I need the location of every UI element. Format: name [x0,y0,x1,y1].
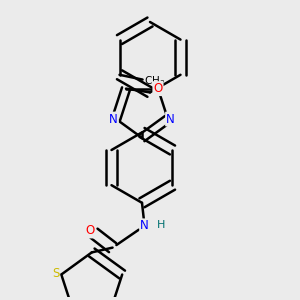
Text: H: H [157,220,165,230]
Text: N: N [109,112,118,125]
Text: O: O [153,82,163,95]
Text: CH$_3$: CH$_3$ [144,74,165,88]
Text: O: O [85,224,94,238]
Text: S: S [52,267,59,280]
Text: N: N [140,219,149,232]
Text: N: N [166,112,175,125]
